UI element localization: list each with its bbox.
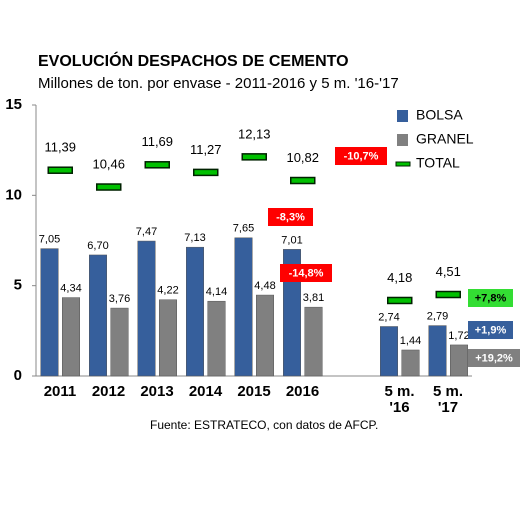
bar [159,299,177,377]
annotation: +1,9% [475,324,507,336]
x-tick-label: 2013 [140,383,174,400]
total-marker [290,176,316,185]
y-tick-label: 15 [5,96,22,113]
y-tick-label: 5 [14,277,22,294]
value-label: 4,34 [60,282,81,294]
value-label: 3,76 [109,293,130,305]
bar [256,294,274,377]
annotation-box [468,289,513,307]
bar [401,349,420,377]
value-label: 3,81 [303,292,324,304]
x-tick-label: 2012 [91,383,126,400]
x-tick-label: 2016 [285,383,320,400]
y-tick-label: 0 [14,367,22,384]
bar [62,297,80,377]
legend-label: TOTAL [416,155,460,171]
value-label: 11,39 [44,140,76,155]
total-marker [47,166,73,174]
chart-title: EVOLUCIÓN DESPACHOS DE CEMENTO [38,51,349,70]
annotation-box [468,321,513,339]
annotation-box [335,147,387,165]
bar [110,307,129,377]
bar [186,246,204,377]
value-label: 4,14 [206,286,227,298]
legend-label: GRANEL [416,131,474,147]
bar [380,326,398,377]
x-tick-label: 2011 [43,383,77,400]
total-marker [241,153,267,161]
value-label: 1,44 [400,335,421,347]
total-marker [96,183,122,191]
value-label: 11,27 [190,142,222,157]
value-label: 6,70 [87,240,108,252]
annotation-box [280,264,332,282]
value-label: 4,18 [387,270,412,285]
value-label: 10,82 [286,150,319,165]
value-label: 1,72 [448,330,469,342]
value-label: 4,22 [157,285,178,297]
annotation: -14,8% [289,267,324,279]
annotation-box [268,208,313,226]
value-label: 2,74 [378,311,399,323]
total-marker [387,296,413,305]
total-marker [144,161,170,169]
value-label: 7,65 [233,223,254,235]
value-label: 11,69 [141,134,173,149]
total-marker [435,290,461,299]
value-label: 4,51 [436,264,461,279]
value-label: 12,13 [238,126,271,141]
value-label: 2,79 [427,311,448,323]
source: Fuente: ESTRATECO, con datos de AFCP. [150,418,378,432]
bar [89,254,107,377]
value-label: 7,05 [39,234,60,246]
value-label: 7,47 [136,226,157,238]
annotation: -10,7% [344,150,379,162]
annotation: -8,3% [276,211,305,223]
value-label: 10,46 [92,156,125,171]
value-label: 7,13 [184,232,205,244]
bar [428,325,447,377]
value-label: 4,48 [254,280,275,292]
legend-swatch [395,161,411,167]
annotation-box [468,349,520,367]
annotation: +7,8% [475,292,507,304]
bar [304,306,323,377]
x-tick-label: 5 m. '17 [432,383,463,416]
x-tick-label: 5 m. '16 [384,383,415,416]
annotation: +19,2% [475,352,513,364]
bar [137,240,156,377]
value-label: 7,01 [281,234,302,246]
chart-subtitle: Millones de ton. por envase - 2011-2016 … [38,75,399,92]
bar [207,300,226,377]
legend-swatch [397,110,408,122]
x-tick-label: 2014 [188,383,223,400]
bar [234,237,253,377]
x-tick-label: 2015 [237,383,271,400]
bar [40,248,59,377]
total-marker [193,168,219,177]
legend-label: BOLSA [416,107,463,123]
legend-swatch [397,134,408,146]
y-tick-label: 10 [5,186,22,203]
bar [450,344,468,377]
